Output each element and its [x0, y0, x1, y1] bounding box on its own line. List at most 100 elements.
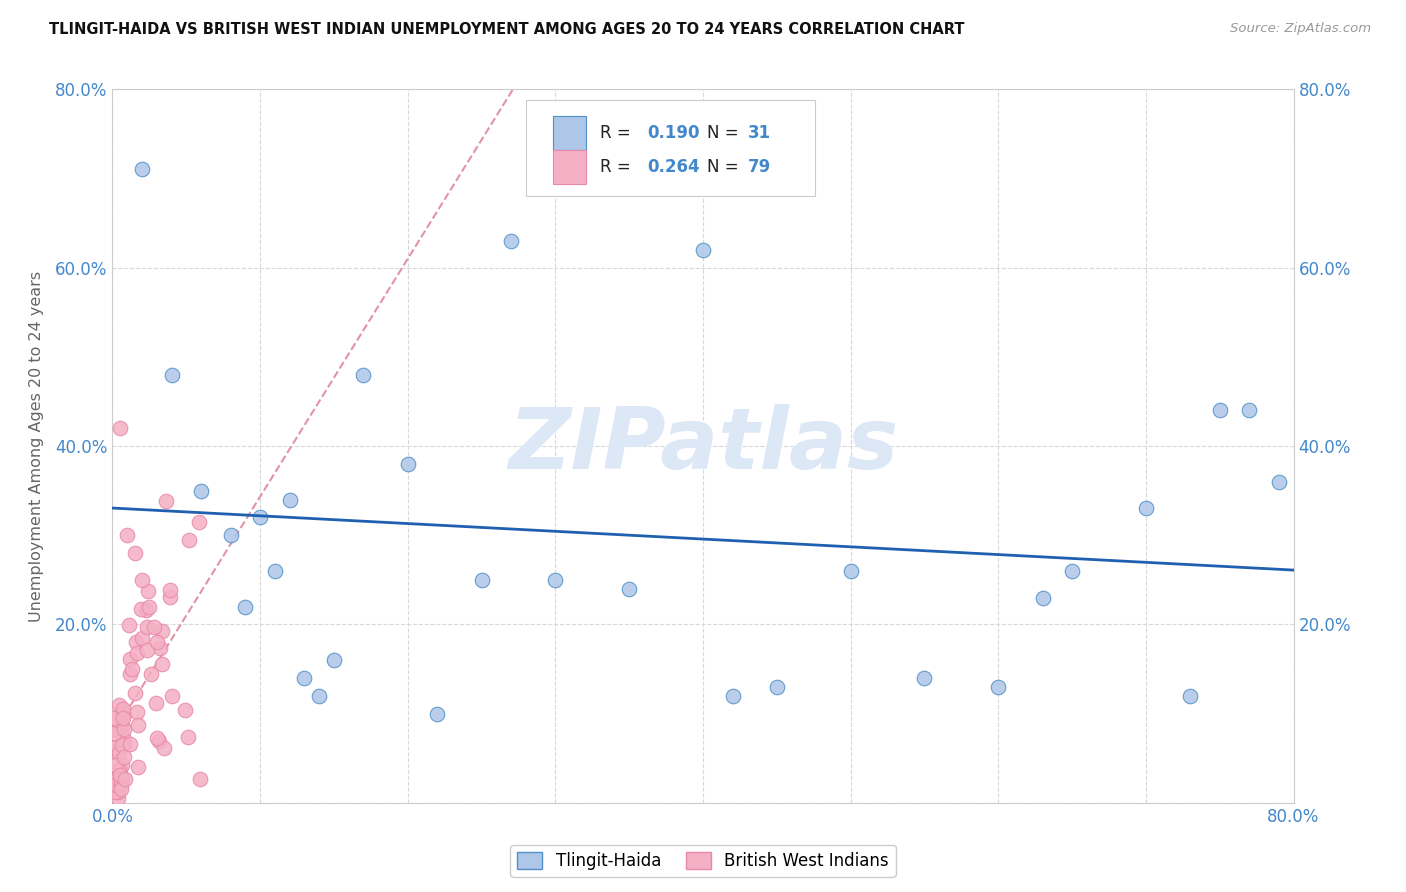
- Text: 79: 79: [748, 158, 770, 176]
- Point: [146, 635, 169, 649]
- Y-axis label: Unemployment Among Ages 20 to 24 years: Unemployment Among Ages 20 to 24 years: [30, 270, 44, 622]
- Point: [117, 528, 138, 542]
- Point: [148, 733, 170, 747]
- Point: [174, 703, 197, 717]
- Point: [108, 764, 131, 778]
- Point: [1062, 564, 1084, 578]
- Legend: Tlingit-Haida, British West Indians: Tlingit-Haida, British West Indians: [510, 845, 896, 877]
- Point: [190, 483, 212, 498]
- Point: [112, 711, 135, 725]
- Point: [110, 707, 132, 722]
- Point: [104, 757, 127, 772]
- Point: [118, 666, 141, 681]
- Point: [1135, 501, 1157, 516]
- Text: R =: R =: [600, 124, 637, 142]
- Point: [112, 722, 135, 736]
- Point: [160, 368, 183, 382]
- Point: [159, 582, 181, 597]
- Text: 0.190: 0.190: [648, 124, 700, 142]
- Point: [177, 533, 200, 548]
- Point: [111, 702, 134, 716]
- Point: [188, 772, 211, 786]
- Point: [107, 746, 129, 760]
- Point: [112, 707, 135, 722]
- Point: [352, 368, 374, 382]
- Point: [118, 618, 141, 632]
- Point: [103, 722, 125, 736]
- Point: [104, 778, 127, 792]
- Point: [108, 768, 131, 782]
- FancyBboxPatch shape: [526, 100, 815, 196]
- Point: [138, 583, 160, 598]
- Point: [131, 573, 153, 587]
- Point: [105, 780, 128, 794]
- Point: [150, 624, 173, 638]
- Text: N =: N =: [707, 124, 744, 142]
- Point: [107, 784, 129, 798]
- Point: [101, 746, 124, 760]
- Point: [426, 706, 449, 721]
- Text: TLINGIT-HAIDA VS BRITISH WEST INDIAN UNEMPLOYMENT AMONG AGES 20 TO 24 YEARS CORR: TLINGIT-HAIDA VS BRITISH WEST INDIAN UNE…: [49, 22, 965, 37]
- Point: [1032, 591, 1054, 605]
- Point: [111, 707, 134, 722]
- Point: [501, 234, 523, 248]
- Point: [160, 689, 183, 703]
- Point: [1178, 689, 1201, 703]
- FancyBboxPatch shape: [553, 150, 586, 184]
- Point: [135, 643, 157, 657]
- Point: [103, 711, 125, 725]
- Point: [110, 782, 132, 797]
- Point: [124, 546, 146, 560]
- Text: Source: ZipAtlas.com: Source: ZipAtlas.com: [1230, 22, 1371, 36]
- Point: [127, 760, 149, 774]
- Point: [470, 573, 494, 587]
- Point: [292, 671, 315, 685]
- Point: [107, 790, 129, 805]
- Point: [839, 564, 862, 578]
- Point: [766, 680, 789, 694]
- Point: [108, 716, 131, 731]
- Point: [125, 635, 148, 649]
- Point: [308, 689, 330, 703]
- Point: [323, 653, 346, 667]
- Point: [233, 599, 256, 614]
- Point: [111, 738, 134, 752]
- Point: [1239, 403, 1261, 417]
- Text: 31: 31: [748, 124, 770, 142]
- Point: [108, 698, 131, 712]
- Point: [127, 706, 149, 720]
- Point: [136, 620, 159, 634]
- Point: [155, 494, 177, 508]
- Point: [149, 641, 172, 656]
- Text: R =: R =: [600, 158, 637, 176]
- Point: [692, 243, 714, 257]
- Point: [112, 737, 135, 751]
- Point: [110, 762, 132, 776]
- Point: [110, 719, 132, 733]
- Point: [101, 740, 124, 755]
- Point: [142, 620, 165, 634]
- Point: [188, 515, 211, 529]
- Point: [105, 771, 128, 785]
- FancyBboxPatch shape: [553, 116, 586, 150]
- Point: [1268, 475, 1291, 489]
- Point: [104, 785, 127, 799]
- Point: [108, 421, 131, 435]
- Point: [159, 591, 181, 605]
- Point: [121, 662, 143, 676]
- Point: [120, 652, 142, 666]
- Point: [987, 680, 1010, 694]
- Point: [544, 573, 567, 587]
- Point: [278, 492, 301, 507]
- Point: [111, 771, 134, 785]
- Point: [135, 603, 157, 617]
- Point: [124, 686, 146, 700]
- Point: [125, 646, 148, 660]
- Point: [914, 671, 936, 685]
- Point: [111, 702, 134, 716]
- Point: [131, 162, 153, 177]
- Point: [110, 777, 132, 791]
- Point: [129, 602, 152, 616]
- Point: [721, 689, 744, 703]
- Point: [103, 726, 125, 740]
